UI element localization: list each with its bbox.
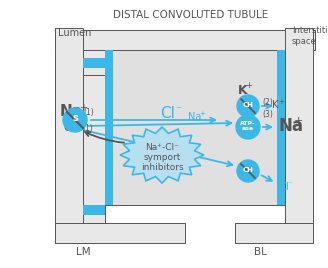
Text: ATP-
ase: ATP- ase: [240, 121, 256, 131]
Text: (3): (3): [262, 110, 273, 118]
Bar: [83, 205, 105, 215]
Bar: [105, 50, 285, 205]
Bar: [83, 58, 105, 68]
Circle shape: [237, 160, 259, 182]
Bar: [277, 50, 285, 205]
Text: (1): (1): [82, 124, 93, 132]
Text: DISTAL CONVOLUTED TUBULE: DISTAL CONVOLUTED TUBULE: [113, 10, 269, 20]
Text: CH: CH: [243, 102, 254, 108]
Bar: [83, 50, 105, 75]
Text: Cl: Cl: [63, 123, 74, 133]
Bar: [55, 223, 185, 243]
Text: Na⁺-Cl⁻: Na⁺-Cl⁻: [145, 143, 179, 151]
Text: +: +: [294, 116, 303, 126]
Text: Na: Na: [278, 117, 303, 135]
Text: BL: BL: [254, 247, 266, 257]
Bar: [235, 223, 313, 243]
Circle shape: [63, 108, 87, 132]
Bar: [105, 50, 113, 205]
Text: s: s: [72, 113, 78, 123]
Bar: [55, 30, 315, 50]
Text: Interstitial
space: Interstitial space: [292, 26, 328, 46]
Text: Na: Na: [188, 112, 202, 122]
Bar: [55, 28, 83, 223]
Text: symport: symport: [143, 152, 181, 162]
Text: K: K: [272, 100, 278, 110]
Text: Na: Na: [60, 105, 83, 120]
Text: LM: LM: [76, 247, 90, 257]
Text: inhibitors: inhibitors: [141, 162, 183, 172]
Text: ⁻: ⁻: [287, 180, 291, 188]
Bar: [285, 28, 313, 223]
Circle shape: [236, 115, 260, 139]
Text: Cl: Cl: [161, 106, 175, 121]
Text: CH: CH: [243, 167, 254, 173]
Circle shape: [237, 95, 259, 117]
Text: Cl: Cl: [278, 182, 289, 192]
Text: (1): (1): [83, 107, 94, 117]
Text: +: +: [246, 81, 253, 91]
Text: (2): (2): [262, 99, 273, 107]
Polygon shape: [120, 127, 204, 183]
Text: +: +: [199, 111, 205, 117]
Text: ⁻: ⁻: [175, 105, 181, 115]
Text: Lumen: Lumen: [58, 28, 92, 38]
Text: +: +: [278, 99, 284, 105]
Text: ⁻: ⁻: [76, 121, 80, 129]
Bar: [83, 75, 105, 205]
Bar: [83, 205, 105, 223]
Text: K: K: [238, 84, 248, 96]
Text: +: +: [79, 103, 87, 113]
